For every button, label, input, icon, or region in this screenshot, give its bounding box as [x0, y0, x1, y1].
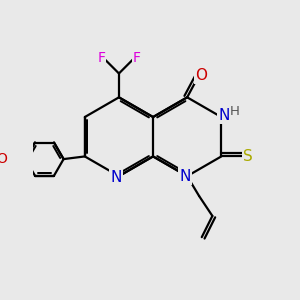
Text: N: N	[111, 170, 122, 185]
Text: F: F	[133, 50, 141, 64]
Text: N: N	[218, 108, 230, 123]
Text: S: S	[243, 149, 253, 164]
Text: N: N	[179, 169, 191, 184]
Text: O: O	[0, 152, 8, 166]
Text: H: H	[230, 105, 240, 118]
Text: F: F	[97, 50, 105, 64]
Text: O: O	[195, 68, 207, 83]
